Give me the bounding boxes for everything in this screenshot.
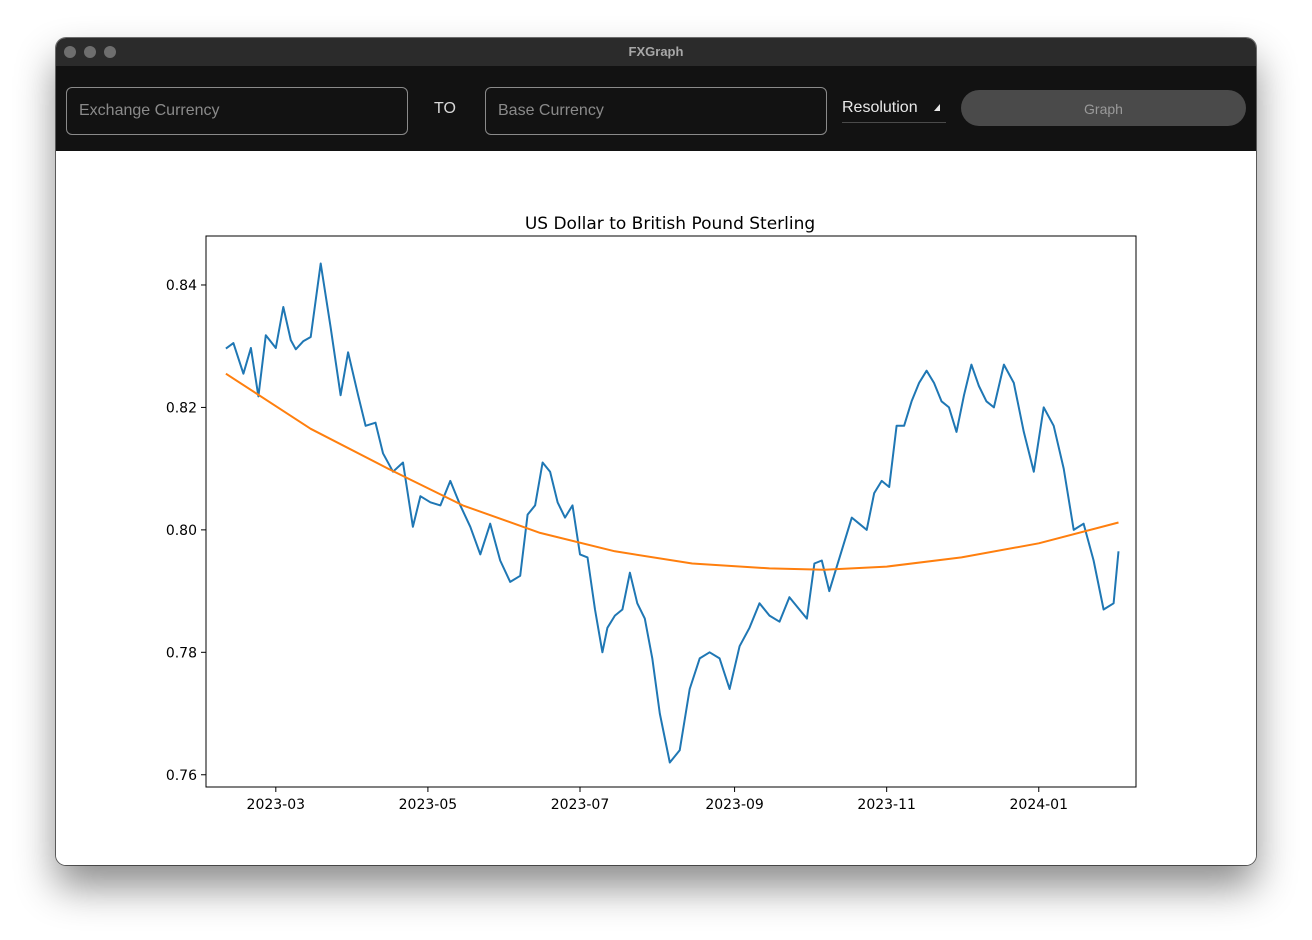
graph-button[interactable]: Graph bbox=[961, 90, 1246, 126]
base-currency-input[interactable] bbox=[485, 87, 827, 135]
x-tick-label: 2023-11 bbox=[857, 797, 916, 813]
x-tick-label: 2023-07 bbox=[551, 797, 610, 813]
window-title: FXGraph bbox=[628, 44, 684, 59]
line-chart: US Dollar to British Pound Sterling 0.76… bbox=[166, 214, 1137, 813]
exchange-rate-line bbox=[225, 262, 1120, 764]
toolbar: TO Resolution Graph bbox=[56, 66, 1256, 151]
chart-area: US Dollar to British Pound Sterling 0.76… bbox=[56, 151, 1256, 865]
x-tick-label: 2023-09 bbox=[705, 797, 764, 813]
to-label: TO bbox=[434, 100, 456, 117]
resolution-label: Resolution bbox=[842, 99, 918, 116]
title-bar[interactable]: FXGraph bbox=[56, 38, 1256, 67]
y-tick-label: 0.84 bbox=[166, 278, 197, 294]
trend-line bbox=[225, 372, 1119, 571]
x-tick-label: 2023-05 bbox=[399, 797, 458, 813]
y-tick-label: 0.82 bbox=[166, 400, 197, 416]
y-tick-label: 0.78 bbox=[166, 645, 197, 661]
x-tick-label: 2023-03 bbox=[247, 797, 306, 813]
y-tick-label: 0.80 bbox=[166, 523, 197, 539]
close-window-icon[interactable] bbox=[64, 46, 76, 58]
caret-icon bbox=[934, 104, 940, 111]
resolution-dropdown[interactable]: Resolution bbox=[842, 96, 946, 123]
zoom-window-icon[interactable] bbox=[104, 46, 116, 58]
x-tick-label: 2024-01 bbox=[1010, 797, 1069, 813]
plot-frame bbox=[205, 235, 1137, 788]
y-tick-label: 0.76 bbox=[166, 768, 197, 784]
minimize-window-icon[interactable] bbox=[84, 46, 96, 58]
exchange-currency-input[interactable] bbox=[66, 87, 408, 135]
app-window: FXGraph TO Resolution Graph US Dollar to… bbox=[56, 38, 1256, 865]
chart-title: US Dollar to British Pound Sterling bbox=[525, 214, 815, 234]
